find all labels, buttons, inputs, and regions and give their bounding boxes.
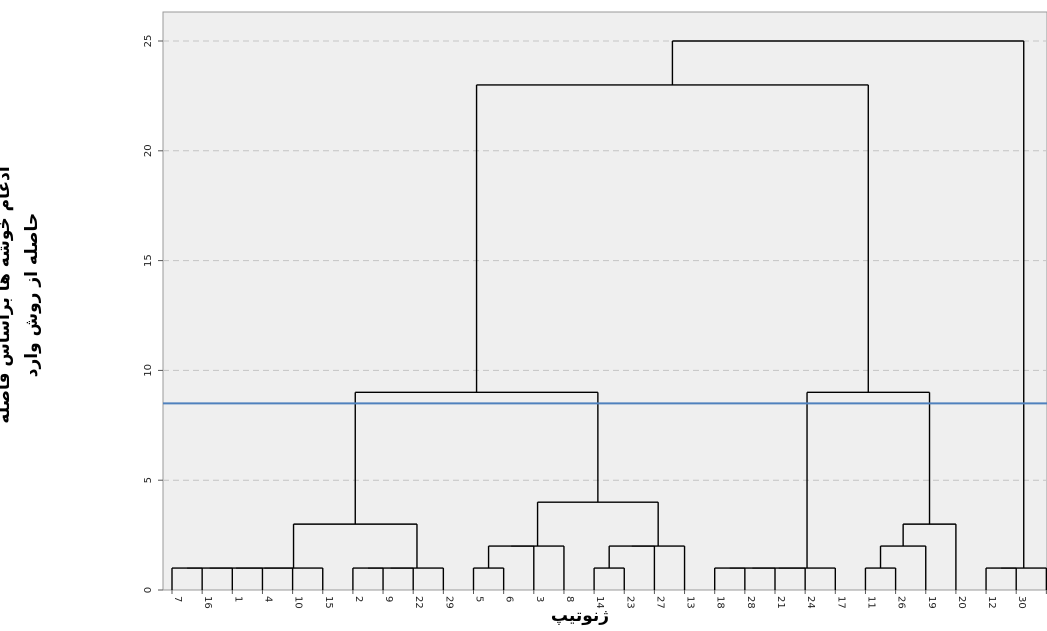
leaf-label: 12 <box>986 596 997 609</box>
leaf-label: 11 <box>865 596 876 609</box>
leaf-label: 30 <box>1016 596 1027 609</box>
y-tick-label: 15 <box>143 254 154 267</box>
leaf-label: 19 <box>926 596 937 609</box>
leaf-label: 29 <box>443 596 454 609</box>
leaf-label: 24 <box>805 596 816 609</box>
leaf-label: 23 <box>624 596 635 609</box>
y-tick-label: 20 <box>143 144 154 157</box>
leaf-label: 28 <box>745 596 756 609</box>
leaf-label: 14 <box>594 596 605 609</box>
leaf-label: 8 <box>564 596 575 602</box>
leaf-label: 18 <box>715 596 726 609</box>
leaf-label: 20 <box>956 596 967 609</box>
y-axis-title: ادغام خوشه ها براساس فاصله حاصله از روش … <box>0 145 70 445</box>
leaf-label: 6 <box>504 596 515 602</box>
y-axis-title-line-1: ادغام خوشه ها براساس فاصله <box>0 166 14 424</box>
leaf-label: 13 <box>685 596 696 609</box>
y-tick-label: 10 <box>143 364 154 377</box>
leaf-label: 1 <box>232 596 243 602</box>
leaf-label: 5 <box>474 596 485 602</box>
leaf-label: 15 <box>323 596 334 609</box>
leaf-label: 4 <box>262 596 273 602</box>
leaf-label: 9 <box>383 596 394 602</box>
y-tick-label: 0 <box>143 587 154 593</box>
x-axis-title: ژنوتیپ <box>550 606 610 626</box>
leaf-label: 2 <box>353 596 364 602</box>
leaf-label: 17 <box>835 596 846 609</box>
grid-lines <box>163 40 1047 481</box>
plot-area <box>162 11 1047 591</box>
y-tick-label: 25 <box>143 35 154 48</box>
leaf-label: 3 <box>534 596 545 602</box>
dendrogram-tree <box>171 40 1047 590</box>
y-axis-title-line-2: حاصله از روش وارد <box>22 212 42 378</box>
leaf-label: 27 <box>654 596 665 609</box>
leaf-label: 7 <box>172 596 183 602</box>
leaf-label: 22 <box>413 596 424 609</box>
y-tick-label: 5 <box>143 477 154 483</box>
leaf-labels: 7 16 1 4 10 15 2 9 22 29 5 6 3 8 14 23 27 13 18 28 21 24 17 11 2… <box>171 590 1047 609</box>
leaf-label: 16 <box>202 596 213 609</box>
y-axis: 0 5 10 15 20 25 <box>143 35 163 593</box>
leaf-label: 26 <box>896 596 907 609</box>
leaf-label: 21 <box>775 596 786 609</box>
leaf-label: 10 <box>293 596 304 609</box>
